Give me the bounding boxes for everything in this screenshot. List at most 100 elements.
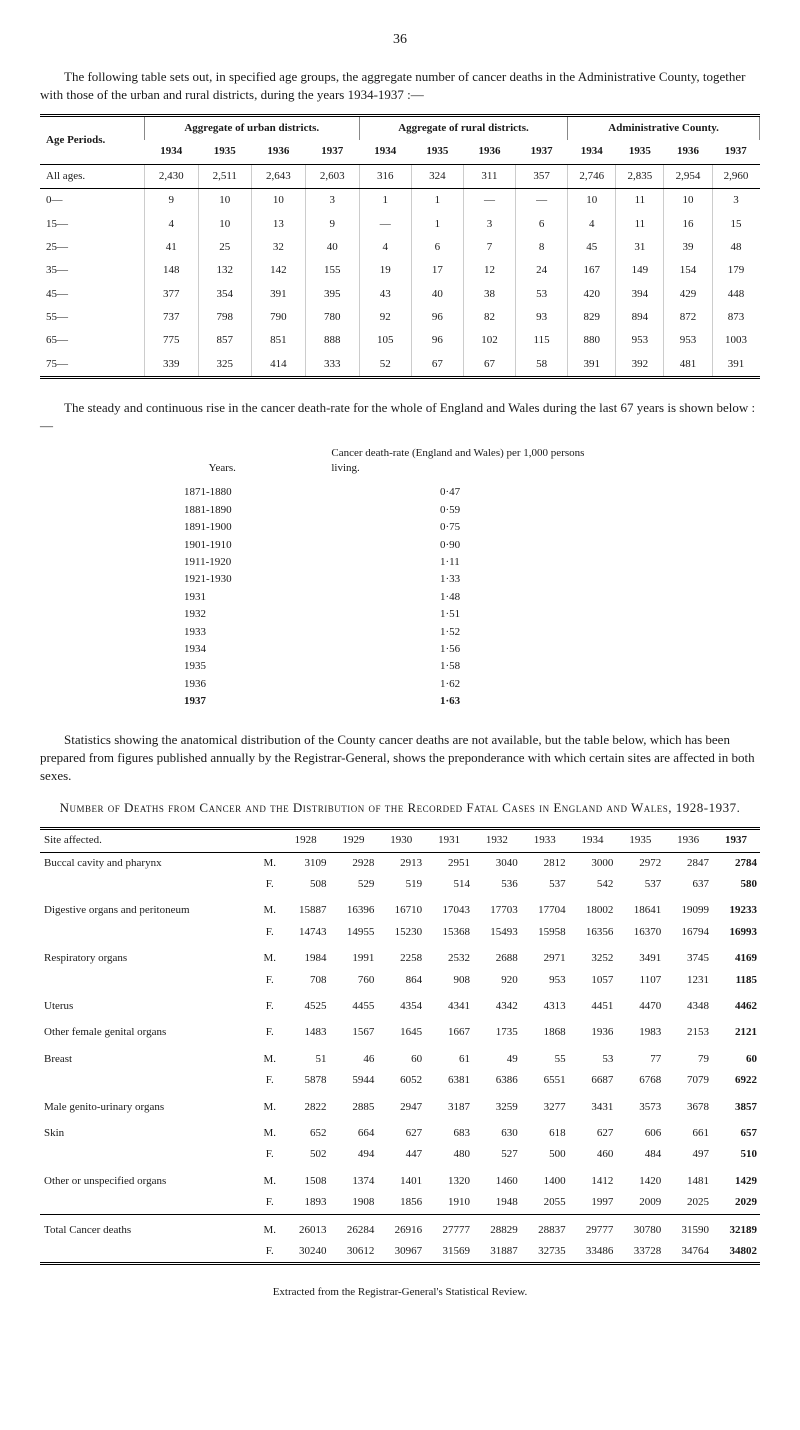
rate-year: 1932 <box>184 606 400 623</box>
cell: 2,643 <box>251 164 305 188</box>
site-label: Uterus <box>40 991 258 1017</box>
cell: 29777 <box>569 1214 617 1241</box>
cell: 32735 <box>521 1241 569 1264</box>
sex-label: M. <box>258 1214 282 1241</box>
cell: 4341 <box>425 991 473 1017</box>
cell: 3109 <box>282 852 330 874</box>
cell: 1991 <box>330 943 378 969</box>
cell: 154 <box>664 259 712 282</box>
rates-header: Years. Cancer death-rate (England and Wa… <box>40 446 760 477</box>
cell: 10 <box>198 189 251 213</box>
cell: 514 <box>425 874 473 895</box>
row-header: Age Periods. <box>40 115 144 164</box>
cell: 6381 <box>425 1070 473 1091</box>
age-label: 45— <box>40 283 144 306</box>
year-header: 1930 <box>377 829 425 852</box>
cell: 60 <box>712 1044 760 1070</box>
cell: 1667 <box>425 1017 473 1043</box>
cell: 661 <box>664 1118 712 1144</box>
rate-year: 1935 <box>184 658 400 675</box>
year-header: 1934 <box>144 140 198 164</box>
cell: 664 <box>330 1118 378 1144</box>
cell: 392 <box>616 353 664 378</box>
age-label: 15— <box>40 213 144 236</box>
cell: 1508 <box>282 1166 330 1192</box>
cell: 580 <box>712 874 760 895</box>
cell: 6 <box>516 213 568 236</box>
cell: 1460 <box>473 1166 521 1192</box>
rate-value: 1·58 <box>400 658 616 675</box>
cell: 41 <box>144 236 198 259</box>
cell: 15887 <box>282 895 330 921</box>
cell: 16710 <box>377 895 425 921</box>
cell: 28829 <box>473 1214 521 1241</box>
cell: 1936 <box>569 1017 617 1043</box>
cell: 1374 <box>330 1166 378 1192</box>
cell: 155 <box>305 259 359 282</box>
site-label: Male genito-urinary organs <box>40 1092 258 1118</box>
cell: 3277 <box>521 1092 569 1118</box>
cell: 67 <box>411 353 463 378</box>
cell: 484 <box>616 1144 664 1165</box>
sex-label: F. <box>258 874 282 895</box>
rate-year: 1921-1930 <box>184 571 400 588</box>
rate-year: 1931 <box>184 589 400 606</box>
sex-label: F. <box>258 1017 282 1043</box>
cell: 683 <box>425 1118 473 1144</box>
cell: 8 <box>516 236 568 259</box>
sex-label: M. <box>258 1166 282 1192</box>
cell: 1984 <box>282 943 330 969</box>
cell: 4 <box>144 213 198 236</box>
year-header: 1935 <box>198 140 251 164</box>
cell: 1320 <box>425 1166 473 1192</box>
cell: 6386 <box>473 1070 521 1091</box>
rate-year: 1891-1900 <box>184 519 400 536</box>
cell: 26013 <box>282 1214 330 1241</box>
age-label: 35— <box>40 259 144 282</box>
cell: 17703 <box>473 895 521 921</box>
cell: 536 <box>473 874 521 895</box>
cell: 2784 <box>712 852 760 874</box>
cell: 481 <box>664 353 712 378</box>
cell: 3857 <box>712 1092 760 1118</box>
rate-value: 1·56 <box>400 641 616 658</box>
cell: 16370 <box>616 922 664 943</box>
cell: 637 <box>664 874 712 895</box>
cell: 3 <box>463 213 515 236</box>
cell: 480 <box>425 1144 473 1165</box>
cell: 4169 <box>712 943 760 969</box>
rate-value: 1·11 <box>400 554 616 571</box>
cell: 14743 <box>282 922 330 943</box>
cell: 4462 <box>712 991 760 1017</box>
cell: 115 <box>516 329 568 352</box>
site-label: Other or unspecified organs <box>40 1166 258 1192</box>
cell: 1948 <box>473 1192 521 1214</box>
cell: 24 <box>516 259 568 282</box>
age-label: 25— <box>40 236 144 259</box>
sex-label: M. <box>258 943 282 969</box>
cell: 1481 <box>664 1166 712 1192</box>
cell: 652 <box>282 1118 330 1144</box>
cell: 82 <box>463 306 515 329</box>
cell: 606 <box>616 1118 664 1144</box>
cell: 30240 <box>282 1241 330 1264</box>
age-label: 65— <box>40 329 144 352</box>
sex-label: F. <box>258 1144 282 1165</box>
cell: 2885 <box>330 1092 378 1118</box>
cell: 51 <box>282 1044 330 1070</box>
cell: 2,835 <box>616 164 664 188</box>
cell: 10 <box>198 213 251 236</box>
cell: 96 <box>411 329 463 352</box>
cell: 12 <box>463 259 515 282</box>
cell: 28837 <box>521 1214 569 1241</box>
cell: 40 <box>411 283 463 306</box>
site-label <box>40 922 258 943</box>
cell: 7 <box>463 236 515 259</box>
cell: 11 <box>616 189 664 213</box>
cell: 102 <box>463 329 515 352</box>
cell: 45 <box>568 236 616 259</box>
rate-value: 1·51 <box>400 606 616 623</box>
cell: 2258 <box>377 943 425 969</box>
rate-value: 1·62 <box>400 676 616 693</box>
cell: 857 <box>198 329 251 352</box>
